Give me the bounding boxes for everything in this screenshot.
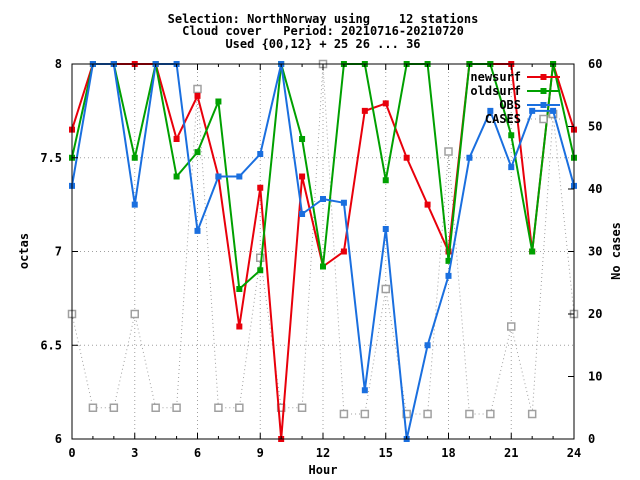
data-point-newsurf [403,154,410,161]
data-point-cases [381,284,390,294]
y2-tick-label: 10 [588,370,602,384]
y2-tick-label: 60 [588,57,602,71]
data-point-obs [466,154,473,161]
data-point-newsurf [382,100,389,107]
y-tick-label: 7 [55,245,62,259]
y-tick-label: 6 [55,432,62,446]
data-point-obs [529,107,536,114]
data-point-oldsurf [445,257,452,264]
data-point-obs [194,227,201,234]
data-point-cases [423,409,432,419]
data-point-cases [527,409,537,419]
data-point-cases [172,403,181,412]
legend-marker-newsurf [540,74,547,80]
x-tick-label: 21 [504,446,518,460]
y2-tick-label: 0 [588,432,595,446]
y2-axis-label: No cases [609,222,623,280]
y2-tick-label: 30 [588,245,602,259]
data-point-oldsurf [508,132,515,139]
x-tick-label: 6 [194,446,201,460]
data-point-cases [297,403,307,412]
legend-marker-oldsurf [540,88,547,94]
x-axis-label: Hour [309,463,338,477]
data-point-newsurf [361,107,368,114]
data-point-oldsurf [194,149,201,156]
data-point-oldsurf [382,177,389,184]
data-point-obs [508,164,515,171]
data-point-cases [109,403,119,412]
data-point-oldsurf [299,136,306,142]
data-point-cases [130,309,139,319]
data-point-oldsurf [236,286,243,292]
data-point-obs [236,173,243,180]
y-axis-label: octas [17,233,31,269]
chart-title-line-3: Used {00,12} + 25 26 ... 36 [225,37,420,51]
data-point-obs [487,107,494,114]
data-point-newsurf [299,173,306,180]
legend-marker-cases [539,114,548,124]
x-tick-label: 12 [316,446,330,460]
chart-title-line-2: Cloud cover Period: 20210716-20210720 [182,24,464,38]
x-tick-label: 3 [131,446,138,460]
data-point-cases [360,409,370,419]
y2-tick-label: 20 [588,307,602,321]
data-point-oldsurf [320,263,326,270]
data-point-obs [361,387,368,394]
data-point-oldsurf [257,267,264,274]
data-point-obs [215,173,222,180]
data-point-obs [340,199,347,206]
data-point-newsurf [236,323,243,330]
y2-tick-label: 40 [588,182,602,196]
data-point-obs [299,211,306,217]
y2-tick-label: 50 [588,120,602,134]
data-point-obs [131,201,138,208]
data-point-oldsurf [529,248,536,255]
data-point-newsurf [340,248,347,255]
x-tick-label: 15 [379,446,393,460]
data-point-cases [193,84,202,94]
legend-label-obs: OBS [499,98,521,112]
data-point-cases [151,403,160,412]
data-point-obs [257,151,264,157]
legend-label-oldsurf: oldsurf [470,84,521,98]
axes: 0 3 6 9 12 15 18 21 24 6 6.5 7 7.5 8 0 10 20 30 40 50 60 [40,57,602,460]
y-tick-label: 7.5 [40,151,62,165]
data-point-cases [465,409,474,419]
data-point-cases [339,409,349,419]
legend-label-cases: CASES [485,112,521,126]
data-point-obs [320,196,326,202]
data-point-oldsurf [173,173,180,180]
legend-marker-obs [540,102,547,108]
data-point-obs [382,226,389,232]
data-point-oldsurf [131,154,138,161]
data-point-cases [402,409,411,419]
data-point-oldsurf [215,98,222,105]
data-point-cases [235,403,244,412]
y-tick-label: 8 [55,57,62,71]
x-tick-label: 9 [257,446,264,460]
data-point-cases [444,147,453,156]
data-point-newsurf [194,92,201,99]
data-point-obs [550,107,557,114]
data-point-cases [507,322,516,331]
data-point-cases [88,403,98,412]
x-tick-label: 24 [567,446,581,460]
legend-label-newsurf: newsurf [470,70,521,84]
data-point-obs [445,272,452,279]
data-point-cases [486,409,495,419]
chart-title-line-1: Selection: NorthNorway using 12 stations [168,12,479,26]
x-tick-label: 0 [68,446,75,460]
data-point-newsurf [424,201,431,208]
data-point-newsurf [257,184,264,191]
grid [72,64,574,439]
x-tick-label: 18 [441,446,455,460]
y-tick-label: 6.5 [40,338,62,352]
data-point-cases [214,403,223,412]
data-point-obs [424,342,431,349]
data-point-newsurf [173,136,180,142]
